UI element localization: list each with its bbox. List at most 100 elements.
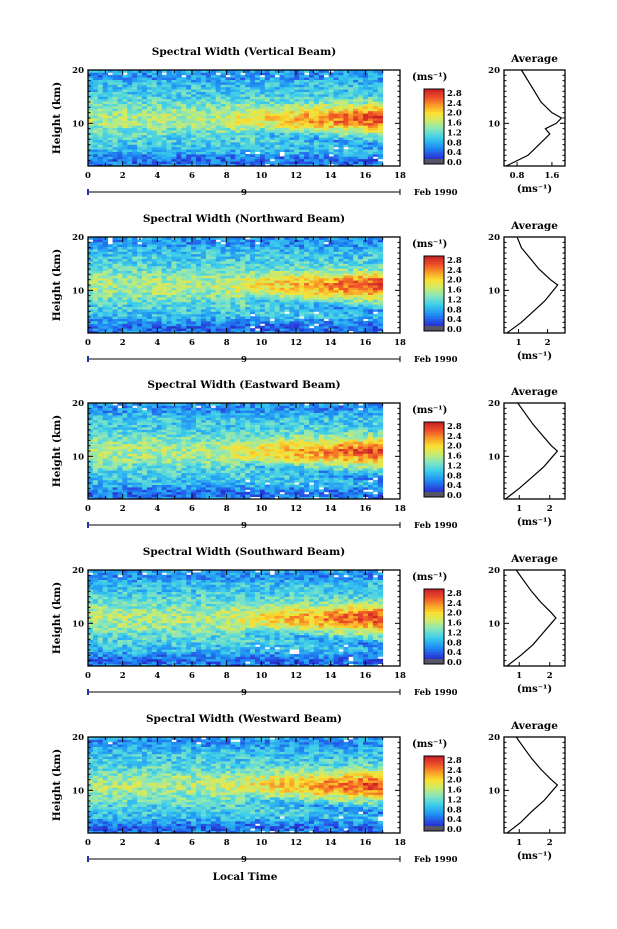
colorbar: 2.82.42.01.61.20.80.40.0 [423, 421, 462, 501]
colorbar-label: 2.0 [447, 109, 462, 119]
average-y-tick-label: 10 [488, 286, 500, 296]
x-tick-label: 2 [120, 338, 126, 348]
x-tick-label: 14 [325, 504, 337, 514]
x-tick-label: 16 [359, 338, 371, 348]
colorbar: 2.82.42.01.61.20.80.40.0 [423, 88, 462, 168]
colorbar-label: 2.0 [447, 276, 462, 286]
colorbar-label: 2.8 [447, 256, 462, 266]
date-marker: 9 [241, 688, 247, 698]
x-tick-label: 18 [394, 504, 406, 514]
x-tick-label: 2 [120, 838, 126, 848]
x-tick-label: 4 [154, 504, 160, 514]
average-frame [503, 69, 566, 167]
colorbar-label: 1.6 [447, 619, 462, 629]
x-tick-label: 18 [394, 338, 406, 348]
colorbar-label: 2.8 [447, 589, 462, 599]
colorbar-label: 2.0 [447, 442, 462, 452]
average-x-tick-label: 0.8 [510, 171, 525, 181]
colorbar-label: 1.6 [447, 786, 462, 796]
average-line [505, 402, 559, 500]
date-label: Feb 1990 [414, 355, 458, 365]
average-x-tick-label: 2 [547, 671, 553, 681]
x-tick-label: 10 [255, 671, 267, 681]
x-tick-label: 4 [154, 838, 160, 848]
x-tick-label: 0 [85, 338, 91, 348]
average-frame [503, 402, 566, 500]
x-tick-label: 8 [224, 838, 230, 848]
x-tick-label: 6 [189, 171, 195, 181]
colorbar-label: 1.2 [447, 795, 462, 805]
y-tick-label: 20 [72, 66, 84, 76]
x-tick-label: 8 [224, 504, 230, 514]
colorbar: 2.82.42.01.61.20.80.40.0 [423, 588, 462, 668]
x-tick-label: 2 [120, 504, 126, 514]
heatmap [88, 237, 384, 334]
colorbar-label: 0.8 [447, 471, 462, 481]
x-tick-label: 0 [85, 171, 91, 181]
colorbar-label: 2.4 [447, 99, 462, 109]
colorbar-label: 1.2 [447, 128, 462, 138]
x-tick-label: 6 [189, 504, 195, 514]
x-tick-label: 12 [290, 838, 302, 848]
date-label: Feb 1990 [414, 688, 458, 698]
average-x-label: (ms⁻¹) [517, 684, 552, 695]
colorbar-label: 2.4 [447, 599, 462, 609]
x-tick-label: 8 [224, 338, 230, 348]
average-profile: Average 20 10 1 2 (ms⁻¹) [488, 386, 566, 528]
y-axis-label: Height (km) [51, 249, 63, 321]
x-tick-label: 10 [255, 504, 267, 514]
date-label: Feb 1990 [414, 521, 458, 531]
average-y-tick-label: 10 [488, 786, 500, 796]
y-axis-label: Height (km) [51, 82, 63, 154]
average-frame [503, 736, 566, 834]
average-line [506, 736, 559, 834]
average-frame [503, 236, 566, 334]
unit-label: (ms⁻¹) [412, 239, 447, 250]
x-tick-label: 2 [120, 171, 126, 181]
colorbar-label: 0.4 [447, 315, 462, 325]
date-marker: 9 [241, 188, 247, 198]
x-tick-label: 0 [85, 671, 91, 681]
colorbar-label: 0.8 [447, 638, 462, 648]
x-tick-label: 0 [85, 838, 91, 848]
unit-label: (ms⁻¹) [412, 72, 447, 83]
panel-title: Spectral Width (Southward Beam) [143, 546, 345, 558]
x-tick-label: 18 [394, 171, 406, 181]
x-tick-label: 0 [85, 504, 91, 514]
x-tick-label: 18 [394, 838, 406, 848]
colorbar-label: 1.2 [447, 461, 462, 471]
date-label: Feb 1990 [414, 855, 458, 865]
x-tick-label: 12 [290, 171, 302, 181]
x-tick-label: 2 [120, 671, 126, 681]
average-x-tick-label: 2 [547, 504, 553, 514]
panel-1: Spectral Width (Northward Beam)0 2 4 6 8 10 12… [51, 213, 566, 365]
x-tick-label: 6 [189, 671, 195, 681]
unit-label: (ms⁻¹) [412, 405, 447, 416]
heatmap [88, 570, 384, 667]
x-tick-label: 12 [290, 504, 302, 514]
colorbar-label: 2.4 [447, 432, 462, 442]
colorbar: 2.82.42.01.61.20.80.40.0 [423, 755, 462, 835]
panel-3: Spectral Width (Southward Beam)0 2 4 6 8 10 12… [51, 546, 566, 698]
date-label: Feb 1990 [414, 188, 458, 198]
average-y-tick-label: 20 [488, 66, 500, 76]
y-tick-label: 20 [72, 399, 84, 409]
average-x-tick-label: 1.6 [545, 171, 560, 181]
colorbar-label: 0.4 [447, 648, 462, 658]
colorbar-label: 0.0 [447, 158, 462, 168]
x-tick-label: 10 [255, 838, 267, 848]
average-title: Average [510, 720, 558, 732]
colorbar-label: 2.4 [447, 766, 462, 776]
x-tick-label: 10 [255, 338, 267, 348]
x-tick-label: 8 [224, 671, 230, 681]
y-tick-label: 10 [72, 286, 84, 296]
x-tick-label: 8 [224, 171, 230, 181]
average-title: Average [510, 553, 558, 565]
colorbar-label: 1.6 [447, 452, 462, 462]
panel-title: Spectral Width (Northward Beam) [143, 213, 345, 225]
x-tick-label: 4 [154, 671, 160, 681]
average-title: Average [510, 220, 558, 232]
colorbar-label: 1.2 [447, 628, 462, 638]
average-x-tick-label: 2 [547, 838, 553, 848]
heatmap [88, 70, 384, 167]
